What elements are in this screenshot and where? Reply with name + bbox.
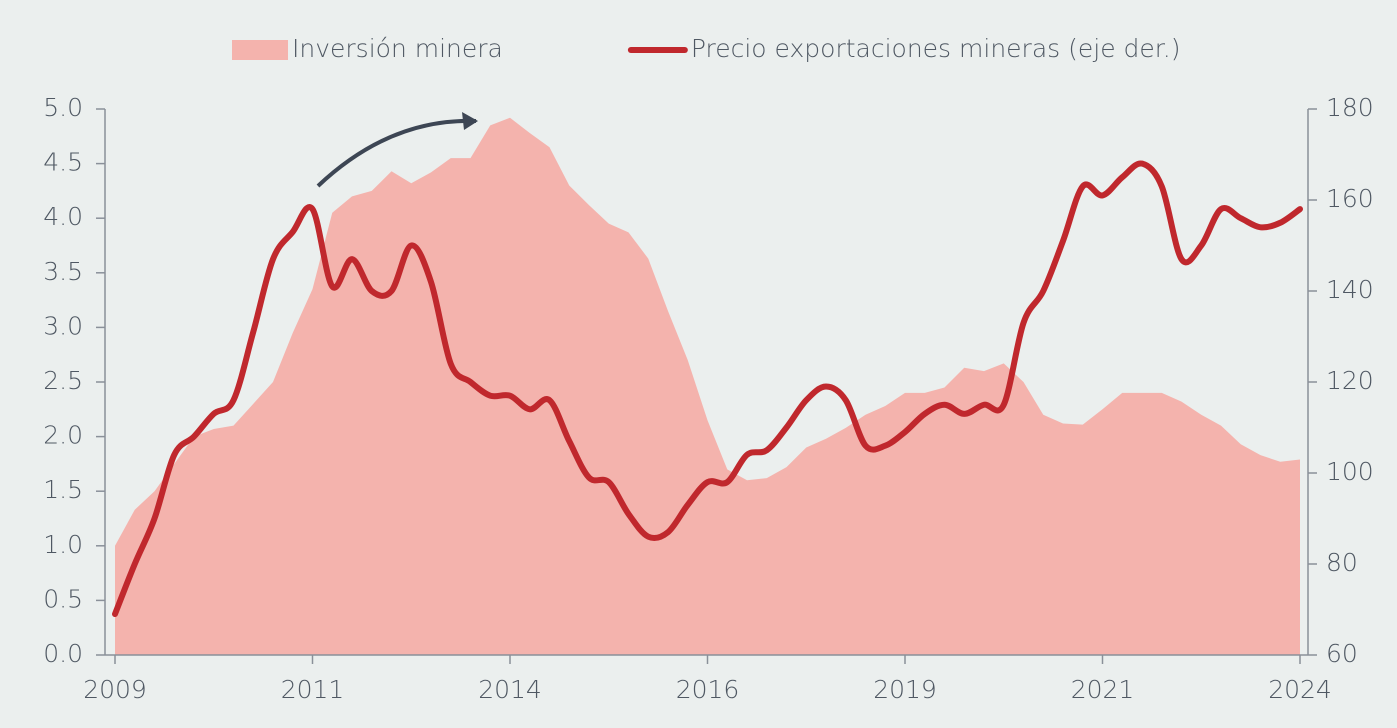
line bbox=[112, 160, 1303, 618]
area bbox=[115, 117, 1300, 655]
x-tick-label: 2019 bbox=[873, 675, 937, 704]
x-tick-label: 2021 bbox=[1071, 675, 1135, 704]
y-tick-label: 2.0 bbox=[43, 421, 83, 450]
y2-tick-label: 60 bbox=[1326, 639, 1358, 668]
y-tick-label: 3.5 bbox=[43, 257, 83, 286]
y-tick-label: 0.0 bbox=[43, 639, 83, 668]
legend-swatch bbox=[232, 40, 288, 60]
y-tick-label: 2.5 bbox=[43, 366, 83, 395]
y2-tick-label: 140 bbox=[1326, 275, 1374, 304]
x-tick-label: 2014 bbox=[478, 675, 542, 704]
y-tick-label: 4.0 bbox=[43, 202, 83, 231]
legend-label: Inversión minera bbox=[292, 34, 503, 63]
y2-tick-label: 80 bbox=[1326, 548, 1358, 577]
y-tick-label: 3.0 bbox=[43, 311, 83, 340]
annotation-arrow bbox=[316, 118, 477, 188]
y-tick-label: 1.5 bbox=[43, 475, 83, 504]
y2-tick-label: 180 bbox=[1326, 93, 1374, 122]
y2-tick-label: 100 bbox=[1326, 457, 1374, 486]
y-tick-label: 0.5 bbox=[43, 584, 83, 613]
x-tick-label: 2011 bbox=[281, 675, 345, 704]
x-tick-label: 2016 bbox=[676, 675, 740, 704]
y2-tick-label: 120 bbox=[1326, 366, 1374, 395]
y-tick-label: 1.0 bbox=[43, 530, 83, 559]
y2-tick-label: 160 bbox=[1326, 184, 1374, 213]
x-tick-label: 2024 bbox=[1268, 675, 1332, 704]
annotation-arrow-head bbox=[462, 112, 478, 130]
y-tick-label: 4.5 bbox=[43, 148, 83, 177]
x-tick-label: 2009 bbox=[83, 675, 147, 704]
y-tick-label: 5.0 bbox=[43, 93, 83, 122]
legend-label: Precio exportaciones mineras (eje der.) bbox=[691, 34, 1181, 63]
